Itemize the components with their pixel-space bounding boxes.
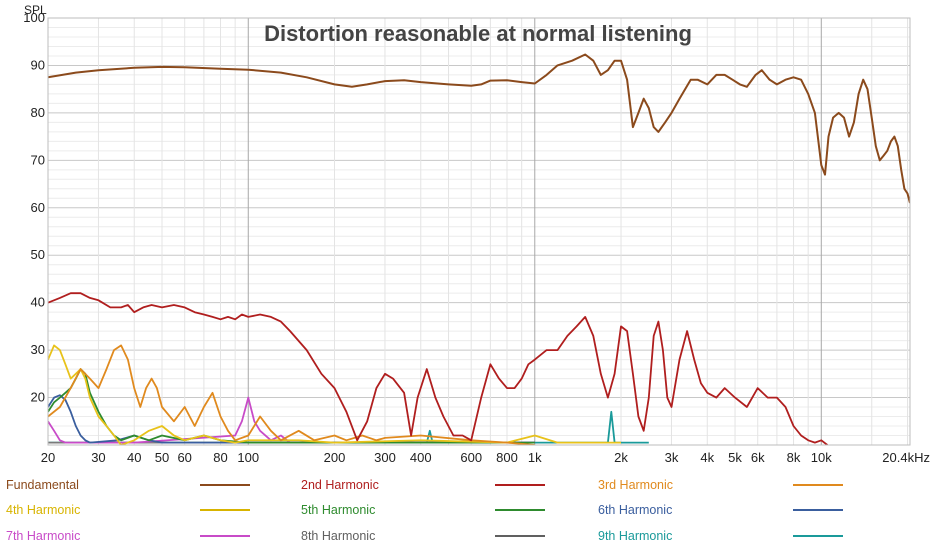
y-tick-label: 80 [31, 105, 45, 120]
y-tick-label: 60 [31, 200, 45, 215]
y-tick-label: 30 [31, 342, 45, 357]
y-tick-label: 100 [23, 10, 45, 25]
x-tick-label: 30 [91, 450, 105, 465]
legend-label-2nd-harmonic[interactable]: 2nd Harmonic [301, 478, 379, 492]
series-line-2nd-harmonic [48, 292, 828, 445]
x-tick-label: 5k [728, 450, 742, 465]
series-line-3rd-harmonic [48, 344, 535, 445]
x-tick-label: 200 [324, 450, 346, 465]
x-tick-label: 8k [787, 450, 801, 465]
x-tick-label: 100 [237, 450, 259, 465]
series-line-4th-harmonic [48, 344, 621, 445]
x-tick-label: 50 [155, 450, 169, 465]
axis-layer: 20 30 40 50 60 70 80 90 100 20 30 40 50 60 80 100 200 300… [23, 10, 930, 465]
x-tick-label: 2k [614, 450, 628, 465]
legend-label-8th-harmonic[interactable]: 8th Harmonic [301, 529, 375, 543]
x-tick-label: 10k [811, 450, 832, 465]
plot-frame [47, 17, 911, 446]
series-line-6th-harmonic [48, 394, 535, 444]
legend-label-9th-harmonic[interactable]: 9th Harmonic [598, 529, 672, 543]
y-tick-label: 90 [31, 57, 45, 72]
y-axis-label: SPL [24, 3, 47, 17]
x-tick-label: 6k [751, 450, 765, 465]
chart-title: Distortion reasonable at normal listenin… [264, 21, 692, 46]
legend-label-7th-harmonic[interactable]: 7th Harmonic [6, 529, 80, 543]
legend[interactable]: Fundamental 2nd Harmonic 3rd Harmonic 4th H… [6, 478, 843, 543]
x-tick-label: 300 [374, 450, 396, 465]
legend-label-6th-harmonic[interactable]: 6th Harmonic [598, 503, 672, 517]
series-line-fundamental [48, 53, 910, 204]
legend-label-5th-harmonic[interactable]: 5th Harmonic [301, 503, 375, 517]
y-tick-label: 50 [31, 247, 45, 262]
series-layer [48, 53, 910, 445]
x-tick-label: 80 [213, 450, 227, 465]
y-tick-label: 20 [31, 390, 45, 405]
x-tick-label: 600 [460, 450, 482, 465]
x-tick-label: 40 [127, 450, 141, 465]
y-tick-label: 40 [31, 295, 45, 310]
x-tick-label: 400 [410, 450, 432, 465]
x-tick-label: 60 [177, 450, 191, 465]
y-tick-label: 70 [31, 152, 45, 167]
x-tick-label: 20.4kHz [882, 450, 930, 465]
x-tick-label: 4k [700, 450, 714, 465]
legend-label-4th-harmonic[interactable]: 4th Harmonic [6, 503, 80, 517]
legend-label-fundamental[interactable]: Fundamental [6, 478, 79, 492]
x-tick-label: 1k [528, 450, 542, 465]
x-tick-label: 800 [496, 450, 518, 465]
x-tick-label: 3k [665, 450, 679, 465]
x-tick-label: 20 [41, 450, 55, 465]
legend-label-3rd-harmonic[interactable]: 3rd Harmonic [598, 478, 673, 492]
grid-layer [48, 17, 910, 446]
